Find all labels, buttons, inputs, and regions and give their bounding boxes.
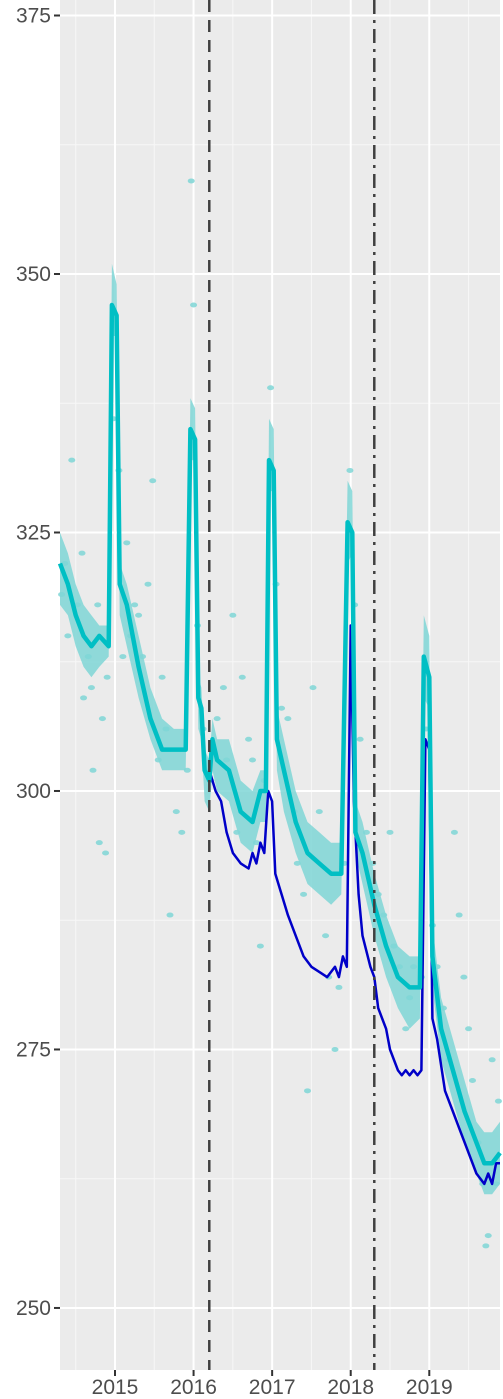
scatter-point bbox=[178, 829, 186, 835]
x-tick-label: 2019 bbox=[406, 1376, 453, 1399]
y-tick-label: 375 bbox=[16, 5, 51, 28]
scatter-point bbox=[154, 757, 162, 763]
x-tick-label: 2015 bbox=[92, 1376, 139, 1399]
scatter-point bbox=[103, 674, 111, 680]
y-tick-label: 325 bbox=[16, 521, 51, 544]
scatter-point bbox=[455, 912, 463, 918]
scatter-point bbox=[162, 726, 170, 732]
scatter-point bbox=[131, 602, 139, 608]
scatter-point bbox=[123, 540, 131, 546]
scatter-point bbox=[213, 716, 221, 722]
scatter-point bbox=[492, 1181, 500, 1187]
scatter-point bbox=[158, 674, 166, 680]
scatter-point bbox=[439, 1005, 447, 1011]
counterfactual-line bbox=[208, 624, 500, 1186]
scatter-point bbox=[300, 891, 308, 897]
scatter-point bbox=[135, 612, 143, 618]
x-tick-label: 2016 bbox=[170, 1376, 217, 1399]
y-tick-label: 250 bbox=[16, 1297, 51, 1320]
scatter-point bbox=[78, 550, 86, 556]
scatter-point bbox=[252, 840, 260, 846]
scatter-point bbox=[356, 736, 364, 742]
scatter-point bbox=[166, 912, 174, 918]
scatter-point bbox=[84, 654, 92, 660]
scatter-point bbox=[102, 850, 110, 856]
scatter-point bbox=[219, 685, 227, 691]
scatter-point bbox=[374, 891, 382, 897]
scatter-point bbox=[139, 654, 146, 660]
scatter-point bbox=[335, 984, 343, 990]
scatter-point bbox=[233, 829, 241, 835]
scatter-point bbox=[223, 757, 231, 763]
scatter-point bbox=[395, 964, 403, 970]
scatter-point bbox=[58, 592, 66, 598]
scatter-point bbox=[484, 1233, 492, 1239]
scatter-point bbox=[346, 467, 354, 473]
scatter-point bbox=[278, 705, 286, 711]
scatter-point bbox=[309, 685, 317, 691]
scatter-point bbox=[144, 581, 152, 587]
scatter-point bbox=[386, 829, 394, 835]
scatter-point bbox=[460, 974, 468, 980]
scatter-point bbox=[89, 767, 97, 773]
scatter-point bbox=[304, 1088, 311, 1094]
scatter-point bbox=[183, 767, 191, 773]
scatter-point bbox=[61, 561, 69, 567]
scatter-point bbox=[68, 457, 76, 463]
x-axis: 2015 2016 2017 2018 2019 bbox=[92, 1370, 453, 1399]
scatter-point bbox=[64, 633, 72, 639]
x-tick-label: 2017 bbox=[249, 1376, 296, 1399]
scatter-point bbox=[267, 385, 275, 391]
scatter-point bbox=[488, 1057, 496, 1063]
scatter-point bbox=[465, 1026, 473, 1032]
scatter-point bbox=[229, 612, 237, 618]
x-tick-label: 2018 bbox=[327, 1376, 374, 1399]
scatter-point bbox=[390, 943, 398, 949]
scatter-point bbox=[482, 1243, 490, 1249]
scatter-point bbox=[494, 1098, 502, 1104]
scatter-point bbox=[406, 995, 414, 1001]
scatter-point bbox=[80, 695, 88, 701]
scatter-point bbox=[380, 912, 388, 918]
scatter-point bbox=[87, 685, 95, 691]
scatter-point bbox=[238, 674, 246, 680]
scatter-point bbox=[410, 964, 418, 970]
plot-panel bbox=[60, 0, 500, 1370]
scatter-point bbox=[322, 933, 330, 939]
scatter-point bbox=[469, 1077, 476, 1083]
scatter-point bbox=[95, 840, 103, 846]
scatter-point bbox=[315, 809, 323, 815]
scatter-point bbox=[172, 809, 180, 815]
scatter-point bbox=[284, 716, 292, 722]
scatter-point bbox=[450, 829, 458, 835]
scatter-point bbox=[245, 736, 253, 742]
scatter-point bbox=[256, 943, 264, 949]
reference-vlines bbox=[208, 0, 376, 1370]
y-tick-label: 275 bbox=[16, 1038, 51, 1061]
scatter-point bbox=[293, 860, 301, 866]
scatter-point bbox=[98, 716, 106, 722]
scatter-point bbox=[362, 829, 370, 835]
minor-gridlines bbox=[60, 0, 500, 1370]
scatter-point bbox=[187, 178, 195, 184]
scatter-point bbox=[331, 1046, 339, 1052]
y-tick-label: 350 bbox=[16, 263, 51, 286]
scatter-points bbox=[58, 178, 502, 1249]
series-lines bbox=[57, 302, 502, 1186]
scatter-point bbox=[402, 1026, 410, 1032]
y-axis: 250 275 300 325 350 375 bbox=[16, 5, 60, 1320]
scatter-point bbox=[249, 757, 256, 763]
fitted-line bbox=[57, 302, 502, 1166]
scatter-point bbox=[149, 478, 157, 484]
scatter-point bbox=[190, 302, 198, 308]
y-tick-label: 300 bbox=[16, 780, 51, 803]
scatter-point bbox=[119, 654, 127, 660]
scatter-point bbox=[94, 602, 102, 608]
